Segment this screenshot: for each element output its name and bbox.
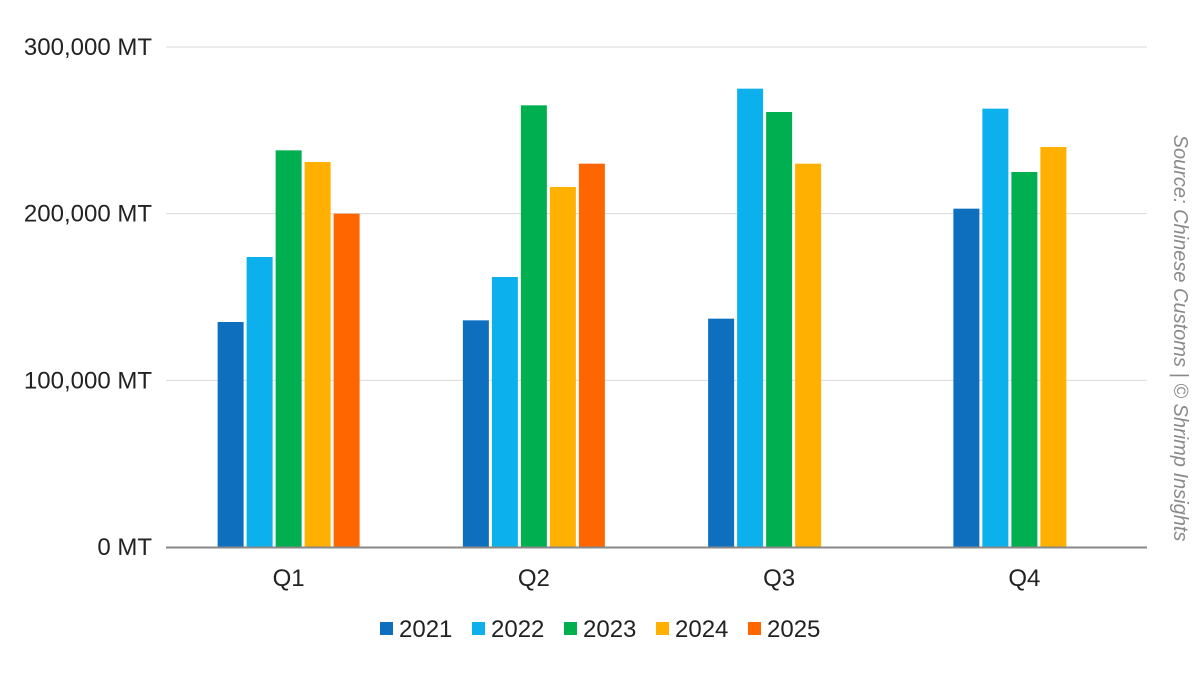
y-tick-label: 200,000 MT (24, 201, 152, 228)
bar-2023-Q3 (766, 112, 793, 547)
legend-swatch (748, 622, 761, 635)
bar-2021-Q3 (708, 318, 735, 547)
y-axis-tick-labels: 0 MT 100,000 MT 200,000 MT 300,000 MT (24, 34, 152, 561)
legend-swatch (380, 622, 393, 635)
bar-2021-Q2 (462, 320, 489, 547)
x-axis-category-labels: Q1 Q2 Q3 Q4 (273, 565, 1041, 592)
bar-2023-Q1 (275, 150, 302, 548)
y-tick-label: 0 MT (97, 534, 152, 561)
x-tick-label: Q2 (518, 565, 550, 592)
y-tick-label: 100,000 MT (24, 367, 152, 394)
bar-2021-Q1 (217, 322, 244, 547)
legend-label: 2025 (767, 616, 820, 643)
legend-swatch (564, 622, 577, 635)
x-tick-label: Q4 (1008, 565, 1040, 592)
legend-item-2025: 2025 (748, 616, 820, 643)
legend-label: 2021 (399, 616, 452, 643)
bar-2023-Q2 (520, 105, 547, 547)
legend-swatch (472, 622, 485, 635)
bar-2022-Q1 (246, 257, 273, 547)
legend-item-2024: 2024 (656, 616, 728, 643)
source-note: Source: Chinese Customs | © Shrimp Insig… (1169, 135, 1191, 542)
y-tick-label: 300,000 MT (24, 34, 152, 61)
bar-2024-Q1 (304, 162, 331, 547)
bar-2025-Q1 (333, 213, 360, 547)
bar-2024-Q3 (795, 163, 822, 547)
bar-2023-Q4 (1011, 172, 1038, 547)
bar-2022-Q4 (982, 108, 1009, 548)
legend: 2021 2022 2023 2024 2025 (380, 616, 820, 643)
legend-label: 2024 (675, 616, 728, 643)
legend-item-2022: 2022 (472, 616, 544, 643)
bars (217, 88, 1067, 548)
bar-2024-Q4 (1040, 147, 1067, 547)
legend-swatch (656, 622, 669, 635)
legend-label: 2023 (583, 616, 636, 643)
bar-2022-Q3 (737, 88, 764, 548)
legend-item-2021: 2021 (380, 616, 452, 643)
legend-label: 2022 (491, 616, 544, 643)
bar-2022-Q2 (491, 277, 518, 547)
bar-2025-Q2 (578, 163, 605, 547)
bar-2024-Q2 (549, 187, 576, 547)
bar-2021-Q4 (953, 208, 980, 547)
x-tick-label: Q1 (273, 565, 305, 592)
legend-item-2023: 2023 (564, 616, 636, 643)
x-tick-label: Q3 (763, 565, 795, 592)
